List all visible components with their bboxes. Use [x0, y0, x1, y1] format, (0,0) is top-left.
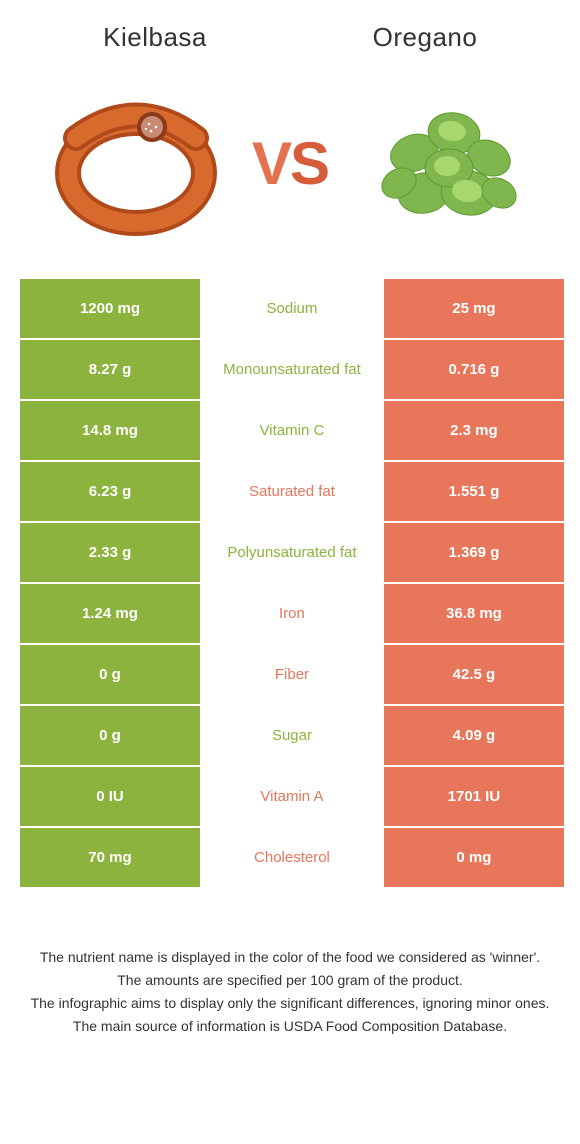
nutrient-name: Cholesterol — [202, 828, 384, 887]
nutrient-name: Sodium — [202, 279, 384, 338]
food-b-value: 0.716 g — [384, 340, 564, 399]
table-row: 0 IUVitamin A1701 IU — [20, 765, 560, 826]
food-a-value: 6.23 g — [20, 462, 202, 521]
table-row: 70 mgCholesterol0 mg — [20, 826, 560, 887]
table-row: 1.24 mgIron36.8 mg — [20, 582, 560, 643]
nutrient-name: Saturated fat — [202, 462, 384, 521]
food-a-value: 70 mg — [20, 828, 202, 887]
food-b-value: 1701 IU — [384, 767, 564, 826]
hero-row: VS — [20, 73, 560, 253]
food-b-value: 0 mg — [384, 828, 564, 887]
comparison-table: 1200 mgSodium25 mg8.27 gMonounsaturated … — [20, 279, 560, 887]
food-a-value: 0 IU — [20, 767, 202, 826]
food-a-value: 1200 mg — [20, 279, 202, 338]
table-row: 0 gSugar4.09 g — [20, 704, 560, 765]
food-a-value: 0 g — [20, 645, 202, 704]
food-b-value: 2.3 mg — [384, 401, 564, 460]
food-b-value: 36.8 mg — [384, 584, 564, 643]
footer-line-1: The nutrient name is displayed in the co… — [30, 947, 550, 968]
table-row: 0 gFiber42.5 g — [20, 643, 560, 704]
kielbasa-image — [20, 83, 252, 243]
food-a-value: 2.33 g — [20, 523, 202, 582]
food-b-value: 4.09 g — [384, 706, 564, 765]
food-b-value: 42.5 g — [384, 645, 564, 704]
table-row: 2.33 gPolyunsaturated fat1.369 g — [20, 521, 560, 582]
nutrient-name: Monounsaturated fat — [202, 340, 384, 399]
footer-line-4: The main source of information is USDA F… — [30, 1016, 550, 1037]
vs-label: VS — [252, 129, 328, 198]
food-a-value: 8.27 g — [20, 340, 202, 399]
nutrient-name: Vitamin A — [202, 767, 384, 826]
food-headings: Kielbasa Oregano — [20, 22, 560, 53]
footer-line-3: The infographic aims to display only the… — [30, 993, 550, 1014]
food-a-value: 1.24 mg — [20, 584, 202, 643]
vs-s: S — [290, 130, 328, 197]
food-b-value: 1.369 g — [384, 523, 564, 582]
food-a-value: 0 g — [20, 706, 202, 765]
table-row: 14.8 mgVitamin C2.3 mg — [20, 399, 560, 460]
nutrient-name: Iron — [202, 584, 384, 643]
table-row: 1200 mgSodium25 mg — [20, 279, 560, 338]
nutrient-name: Polyunsaturated fat — [202, 523, 384, 582]
food-b-title: Oregano — [290, 22, 560, 53]
nutrient-name: Sugar — [202, 706, 384, 765]
table-row: 6.23 gSaturated fat1.551 g — [20, 460, 560, 521]
footer-notes: The nutrient name is displayed in the co… — [20, 947, 560, 1037]
nutrient-name: Fiber — [202, 645, 384, 704]
table-row: 8.27 gMonounsaturated fat0.716 g — [20, 338, 560, 399]
food-b-value: 25 mg — [384, 279, 564, 338]
footer-line-2: The amounts are specified per 100 gram o… — [30, 970, 550, 991]
food-a-value: 14.8 mg — [20, 401, 202, 460]
vs-v: V — [252, 130, 290, 197]
nutrient-name: Vitamin C — [202, 401, 384, 460]
oregano-image — [328, 83, 560, 243]
food-b-value: 1.551 g — [384, 462, 564, 521]
food-a-title: Kielbasa — [20, 22, 290, 53]
